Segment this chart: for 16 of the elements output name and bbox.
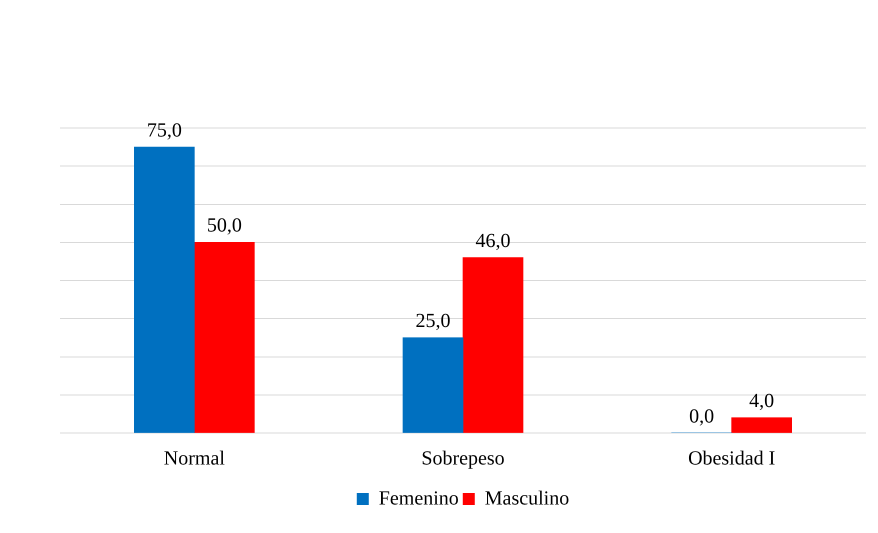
data-label: 46,0 bbox=[476, 230, 510, 252]
legend-label: Femenino bbox=[378, 487, 459, 510]
data-label: 25,0 bbox=[416, 310, 450, 332]
bar bbox=[134, 146, 195, 433]
x-tick-label: Obesidad I bbox=[688, 447, 776, 470]
bar bbox=[194, 242, 255, 433]
bar bbox=[462, 257, 524, 433]
x-tick-label: Normal bbox=[164, 447, 226, 470]
legend-label: Masculino bbox=[484, 487, 570, 510]
x-tick-label: Sobrepeso bbox=[421, 447, 505, 470]
data-label: 75,0 bbox=[146, 119, 182, 142]
data-label: 0,0 bbox=[689, 405, 714, 428]
data-label: 50,0 bbox=[206, 214, 242, 237]
data-label: 4,0 bbox=[749, 390, 774, 412]
bar bbox=[402, 337, 464, 433]
bar bbox=[731, 417, 792, 433]
